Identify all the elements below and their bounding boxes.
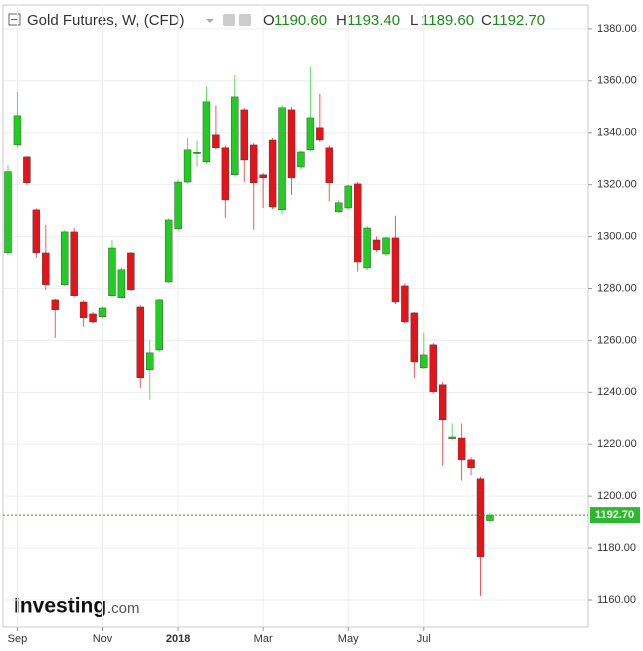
x-tick-label: 2018 (166, 633, 190, 645)
candle-body (174, 181, 182, 229)
last-price-box (590, 507, 640, 524)
candle-body (4, 171, 12, 254)
settings-icon[interactable] (239, 14, 251, 26)
x-tick-label: May (338, 633, 359, 645)
candle-body (429, 344, 437, 393)
candle-body (353, 183, 362, 263)
candle-body (212, 134, 220, 148)
candle-body (221, 147, 230, 201)
candle-body (155, 299, 163, 351)
y-tick-label: 1380.00 (597, 23, 637, 35)
candle-body (23, 156, 31, 184)
ohlc-value: 1193.40 (347, 12, 400, 29)
candle-body (382, 237, 390, 255)
candle-body (127, 252, 135, 290)
candle-body (79, 301, 88, 319)
candle-body (193, 151, 201, 154)
y-tick-label: 1180.00 (597, 542, 636, 554)
candle-body (439, 384, 447, 421)
candle-body (183, 149, 192, 183)
chart-title: Gold Futures, W, (CFD) (27, 12, 185, 29)
x-tick-label: Sep (8, 633, 28, 645)
candle-body (325, 147, 333, 184)
candle-body (231, 96, 239, 175)
candle-body (240, 109, 248, 161)
candle-body (13, 115, 22, 146)
candle-body (410, 312, 419, 363)
candle-body (98, 307, 107, 317)
candle-body (164, 219, 173, 283)
candle-body (297, 151, 305, 168)
candle-body (476, 478, 485, 558)
y-tick-label: 1200.00 (597, 490, 637, 502)
y-tick-label: 1280.00 (597, 282, 637, 294)
ohlc-value: 1189.60 (421, 12, 474, 29)
y-tick-label: 1260.00 (597, 334, 637, 346)
candle-body (32, 209, 41, 254)
candle-body (136, 306, 145, 378)
candle-body (268, 139, 277, 208)
brand-suffix: .com (107, 600, 140, 617)
y-tick-label: 1340.00 (597, 127, 637, 139)
y-tick-label: 1320.00 (597, 179, 637, 191)
plot-frame (2, 4, 589, 628)
collapse-icon[interactable] (8, 13, 21, 26)
candle-body (363, 227, 371, 269)
candle-body (108, 247, 116, 296)
ohlc-key: O (263, 12, 275, 29)
candle-body (61, 231, 69, 286)
x-tick-label: Mar (254, 633, 273, 645)
visibility-icon[interactable] (223, 14, 235, 26)
ohlc-key: C (481, 12, 492, 29)
dropdown-icon[interactable] (206, 19, 214, 23)
ohlc-value: 1192.70 (492, 12, 545, 29)
candle-body (202, 101, 211, 162)
candle-body (70, 231, 78, 296)
candle-body (457, 437, 466, 461)
ohlc-key: H (336, 12, 347, 29)
brand-logo: Investing (14, 595, 106, 618)
y-tick-label: 1300.00 (597, 230, 637, 242)
x-tick-label: Jul (417, 633, 431, 645)
last-price-label: 1192.70 (595, 509, 634, 521)
ohlc-key: L (410, 12, 418, 29)
y-tick-label: 1160.00 (597, 594, 636, 606)
ohlc-value: 1190.60 (274, 12, 327, 29)
y-tick-label: 1360.00 (597, 75, 637, 87)
candle-body (316, 127, 324, 141)
candle-body (335, 202, 343, 213)
candle-body (372, 239, 381, 251)
candle-body (306, 117, 315, 151)
y-tick-label: 1240.00 (597, 386, 637, 398)
candle-body (146, 352, 154, 370)
candle-body (278, 107, 286, 211)
candle-body (344, 185, 352, 209)
y-tick-label: 1220.00 (597, 438, 637, 450)
candle-body (51, 299, 59, 310)
candle-body (486, 514, 494, 521)
candle-body (420, 354, 428, 369)
x-tick-label: Nov (93, 633, 113, 645)
candle-body (391, 237, 400, 303)
candle-body (249, 144, 258, 184)
candle-body (448, 436, 456, 439)
ohlc-legend: O 1190.60 H 1193.40 L 1189.60 C 1192.70 (263, 12, 545, 29)
candle-body (42, 252, 50, 286)
candle-body (259, 174, 267, 179)
candle-body (467, 459, 475, 469)
candle-body (287, 109, 296, 179)
candle-body (117, 269, 126, 299)
candle-body (401, 285, 409, 323)
candle-body (89, 313, 97, 323)
